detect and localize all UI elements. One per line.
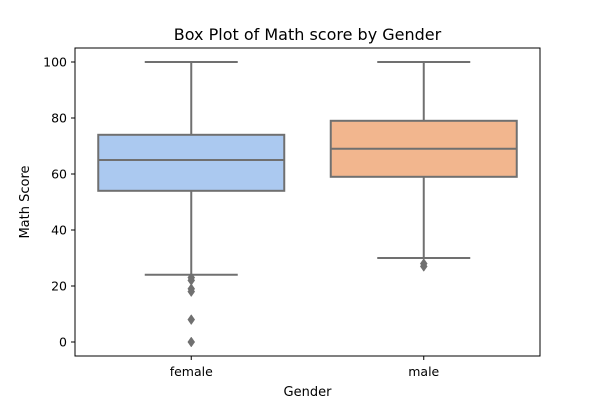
x-axis-label: Gender — [284, 385, 333, 400]
female-outlier-point — [187, 283, 196, 295]
y-tick-label: 60 — [51, 167, 67, 182]
female-outlier-point — [187, 272, 196, 284]
plot-frame — [74, 47, 541, 357]
female-outlier-point — [187, 336, 196, 348]
male-outlier-point — [419, 258, 428, 270]
y-tick-label: 40 — [51, 223, 67, 238]
y-tick-label: 80 — [51, 111, 67, 126]
female-box — [97, 133, 286, 192]
female-outlier-point — [187, 314, 196, 326]
y-tick-label: 0 — [59, 335, 67, 350]
y-tick-label: 100 — [43, 55, 67, 70]
y-tick-label: 20 — [51, 279, 67, 294]
x-tick-label: female — [170, 364, 213, 379]
plot-area: 0 20 40 60 80 100 female male — [43, 55, 518, 379]
chart-title: Box Plot of Math score by Gender — [174, 25, 442, 44]
x-tick-label: male — [408, 364, 439, 379]
y-axis-label: Math Score — [18, 165, 33, 238]
